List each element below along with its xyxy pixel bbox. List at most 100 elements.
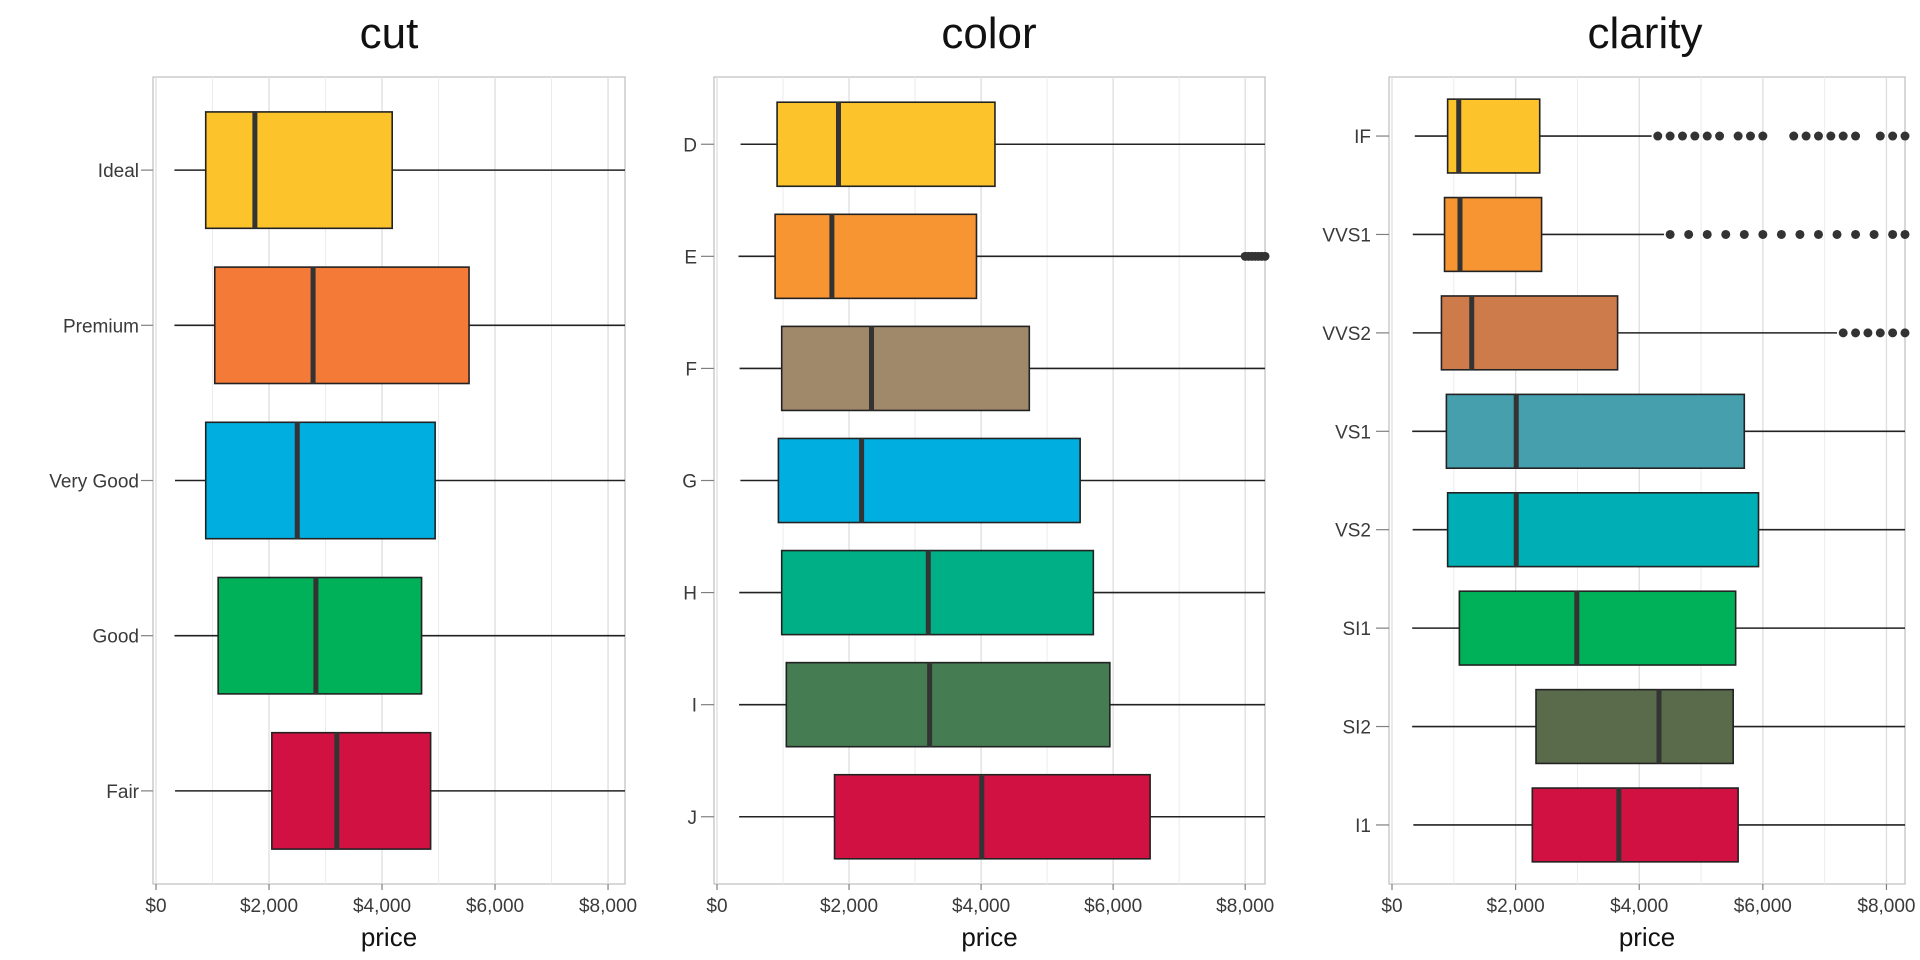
outlier-point xyxy=(1733,131,1743,141)
outlier-point xyxy=(1813,131,1823,141)
outlier-point xyxy=(1745,131,1755,141)
box-iqr xyxy=(833,773,1151,860)
outlier-point xyxy=(1888,328,1898,338)
x-tick-label: $6,000 xyxy=(1734,896,1792,917)
box-iqr xyxy=(1535,688,1734,765)
x-tick-label: $2,000 xyxy=(240,896,298,917)
outlier-point xyxy=(1739,229,1749,239)
x-tick-label: $8,000 xyxy=(1216,896,1274,917)
outlier-point xyxy=(1832,229,1842,239)
outlier-point xyxy=(1653,131,1663,141)
box-SI2: SI2 xyxy=(1342,688,1905,765)
outlier-point xyxy=(1684,229,1694,239)
x-tick-label: $4,000 xyxy=(353,896,411,917)
box-VS1: VS1 xyxy=(1335,393,1905,469)
outlier-point xyxy=(1826,131,1836,141)
category-label: F xyxy=(685,359,697,380)
box-Very Good: Very Good xyxy=(49,421,625,540)
outlier-point xyxy=(1900,131,1910,141)
x-tick-label: $2,000 xyxy=(1487,896,1545,917)
panel-color: color $0 $2,000 $4,000 $6,000 $8,000 price D E F G… xyxy=(682,9,1274,952)
outlier-point xyxy=(1851,131,1861,141)
outlier-point xyxy=(1795,229,1805,239)
outlier-point xyxy=(1758,131,1768,141)
x-tick-label: $0 xyxy=(706,896,727,917)
box-iqr xyxy=(217,576,423,695)
box-Premium: Premium xyxy=(63,266,625,385)
outlier-point xyxy=(1665,131,1675,141)
box-iqr xyxy=(780,325,1031,412)
category-label: VVS2 xyxy=(1322,324,1371,345)
box-iqr xyxy=(1445,393,1746,469)
box-J: J xyxy=(688,773,1265,860)
x-tick-label: $4,000 xyxy=(952,896,1010,917)
outlier-point xyxy=(1690,131,1700,141)
category-label: J xyxy=(688,808,698,829)
category-label: Premium xyxy=(63,316,139,337)
box-iqr xyxy=(777,437,1081,524)
category-label: H xyxy=(683,584,697,605)
category-label: Very Good xyxy=(49,472,139,493)
box-iqr xyxy=(213,266,470,385)
category-label: D xyxy=(683,135,697,156)
outlier-point xyxy=(1863,328,1873,338)
box-iqr xyxy=(1446,98,1541,174)
x-tick-label: $6,000 xyxy=(466,896,524,917)
outlier-point xyxy=(1776,229,1786,239)
box-I1: I1 xyxy=(1355,787,1905,863)
x-tick-label: $0 xyxy=(1381,896,1402,917)
box-G: G xyxy=(682,437,1265,524)
box-I: I xyxy=(692,661,1265,748)
outlier-point xyxy=(1758,229,1768,239)
outlier-point xyxy=(1851,328,1861,338)
panel-cut: cut $0 $2,000 $4,000 $6,000 $8,000 price Ideal P… xyxy=(49,9,637,952)
box-iqr xyxy=(1446,492,1760,568)
category-label: SI1 xyxy=(1342,619,1371,640)
box-iqr xyxy=(271,731,432,850)
x-axis-label: price xyxy=(961,922,1017,952)
box-D: D xyxy=(683,101,1265,188)
outlier-point xyxy=(1260,251,1270,261)
panel-clarity: clarity $0 $2,000 $4,000 $6,000 $8,000 price IF… xyxy=(1322,9,1915,952)
outlier-point xyxy=(1721,229,1731,239)
box-Ideal: Ideal xyxy=(98,111,625,230)
box-iqr xyxy=(774,213,978,300)
category-label: Fair xyxy=(106,782,139,803)
panel-title: clarity xyxy=(1588,9,1703,58)
box-F: F xyxy=(685,325,1265,412)
box-iqr xyxy=(1531,787,1739,863)
box-SI1: SI1 xyxy=(1342,590,1905,666)
outlier-point xyxy=(1838,131,1848,141)
outlier-point xyxy=(1888,229,1898,239)
box-Fair: Fair xyxy=(106,731,625,850)
category-label: I xyxy=(692,696,697,717)
panel-title: cut xyxy=(360,9,419,58)
outlier-point xyxy=(1838,328,1848,338)
x-tick-label: $6,000 xyxy=(1084,896,1142,917)
category-label: VS1 xyxy=(1335,422,1371,443)
outlier-point xyxy=(1715,131,1725,141)
category-label: G xyxy=(682,472,697,493)
category-label: Good xyxy=(93,627,139,648)
box-iqr xyxy=(776,101,996,188)
outlier-point xyxy=(1900,328,1910,338)
box-H: H xyxy=(683,549,1265,636)
x-tick-label: $0 xyxy=(145,896,166,917)
box-iqr xyxy=(204,421,436,540)
outlier-point xyxy=(1801,131,1811,141)
x-axis-label: price xyxy=(361,922,417,952)
box-IF: IF xyxy=(1354,98,1910,174)
category-label: I1 xyxy=(1355,816,1371,837)
x-axis-label: price xyxy=(1619,922,1675,952)
outlier-point xyxy=(1702,131,1712,141)
category-label: E xyxy=(684,247,697,268)
box-iqr xyxy=(785,661,1111,748)
outlier-point xyxy=(1888,131,1898,141)
outlier-point xyxy=(1900,229,1910,239)
outlier-point xyxy=(1875,328,1885,338)
outlier-point xyxy=(1677,131,1687,141)
box-VS2: VS2 xyxy=(1335,492,1905,568)
box-VVS1: VVS1 xyxy=(1322,196,1910,273)
x-tick-label: $8,000 xyxy=(1857,896,1915,917)
